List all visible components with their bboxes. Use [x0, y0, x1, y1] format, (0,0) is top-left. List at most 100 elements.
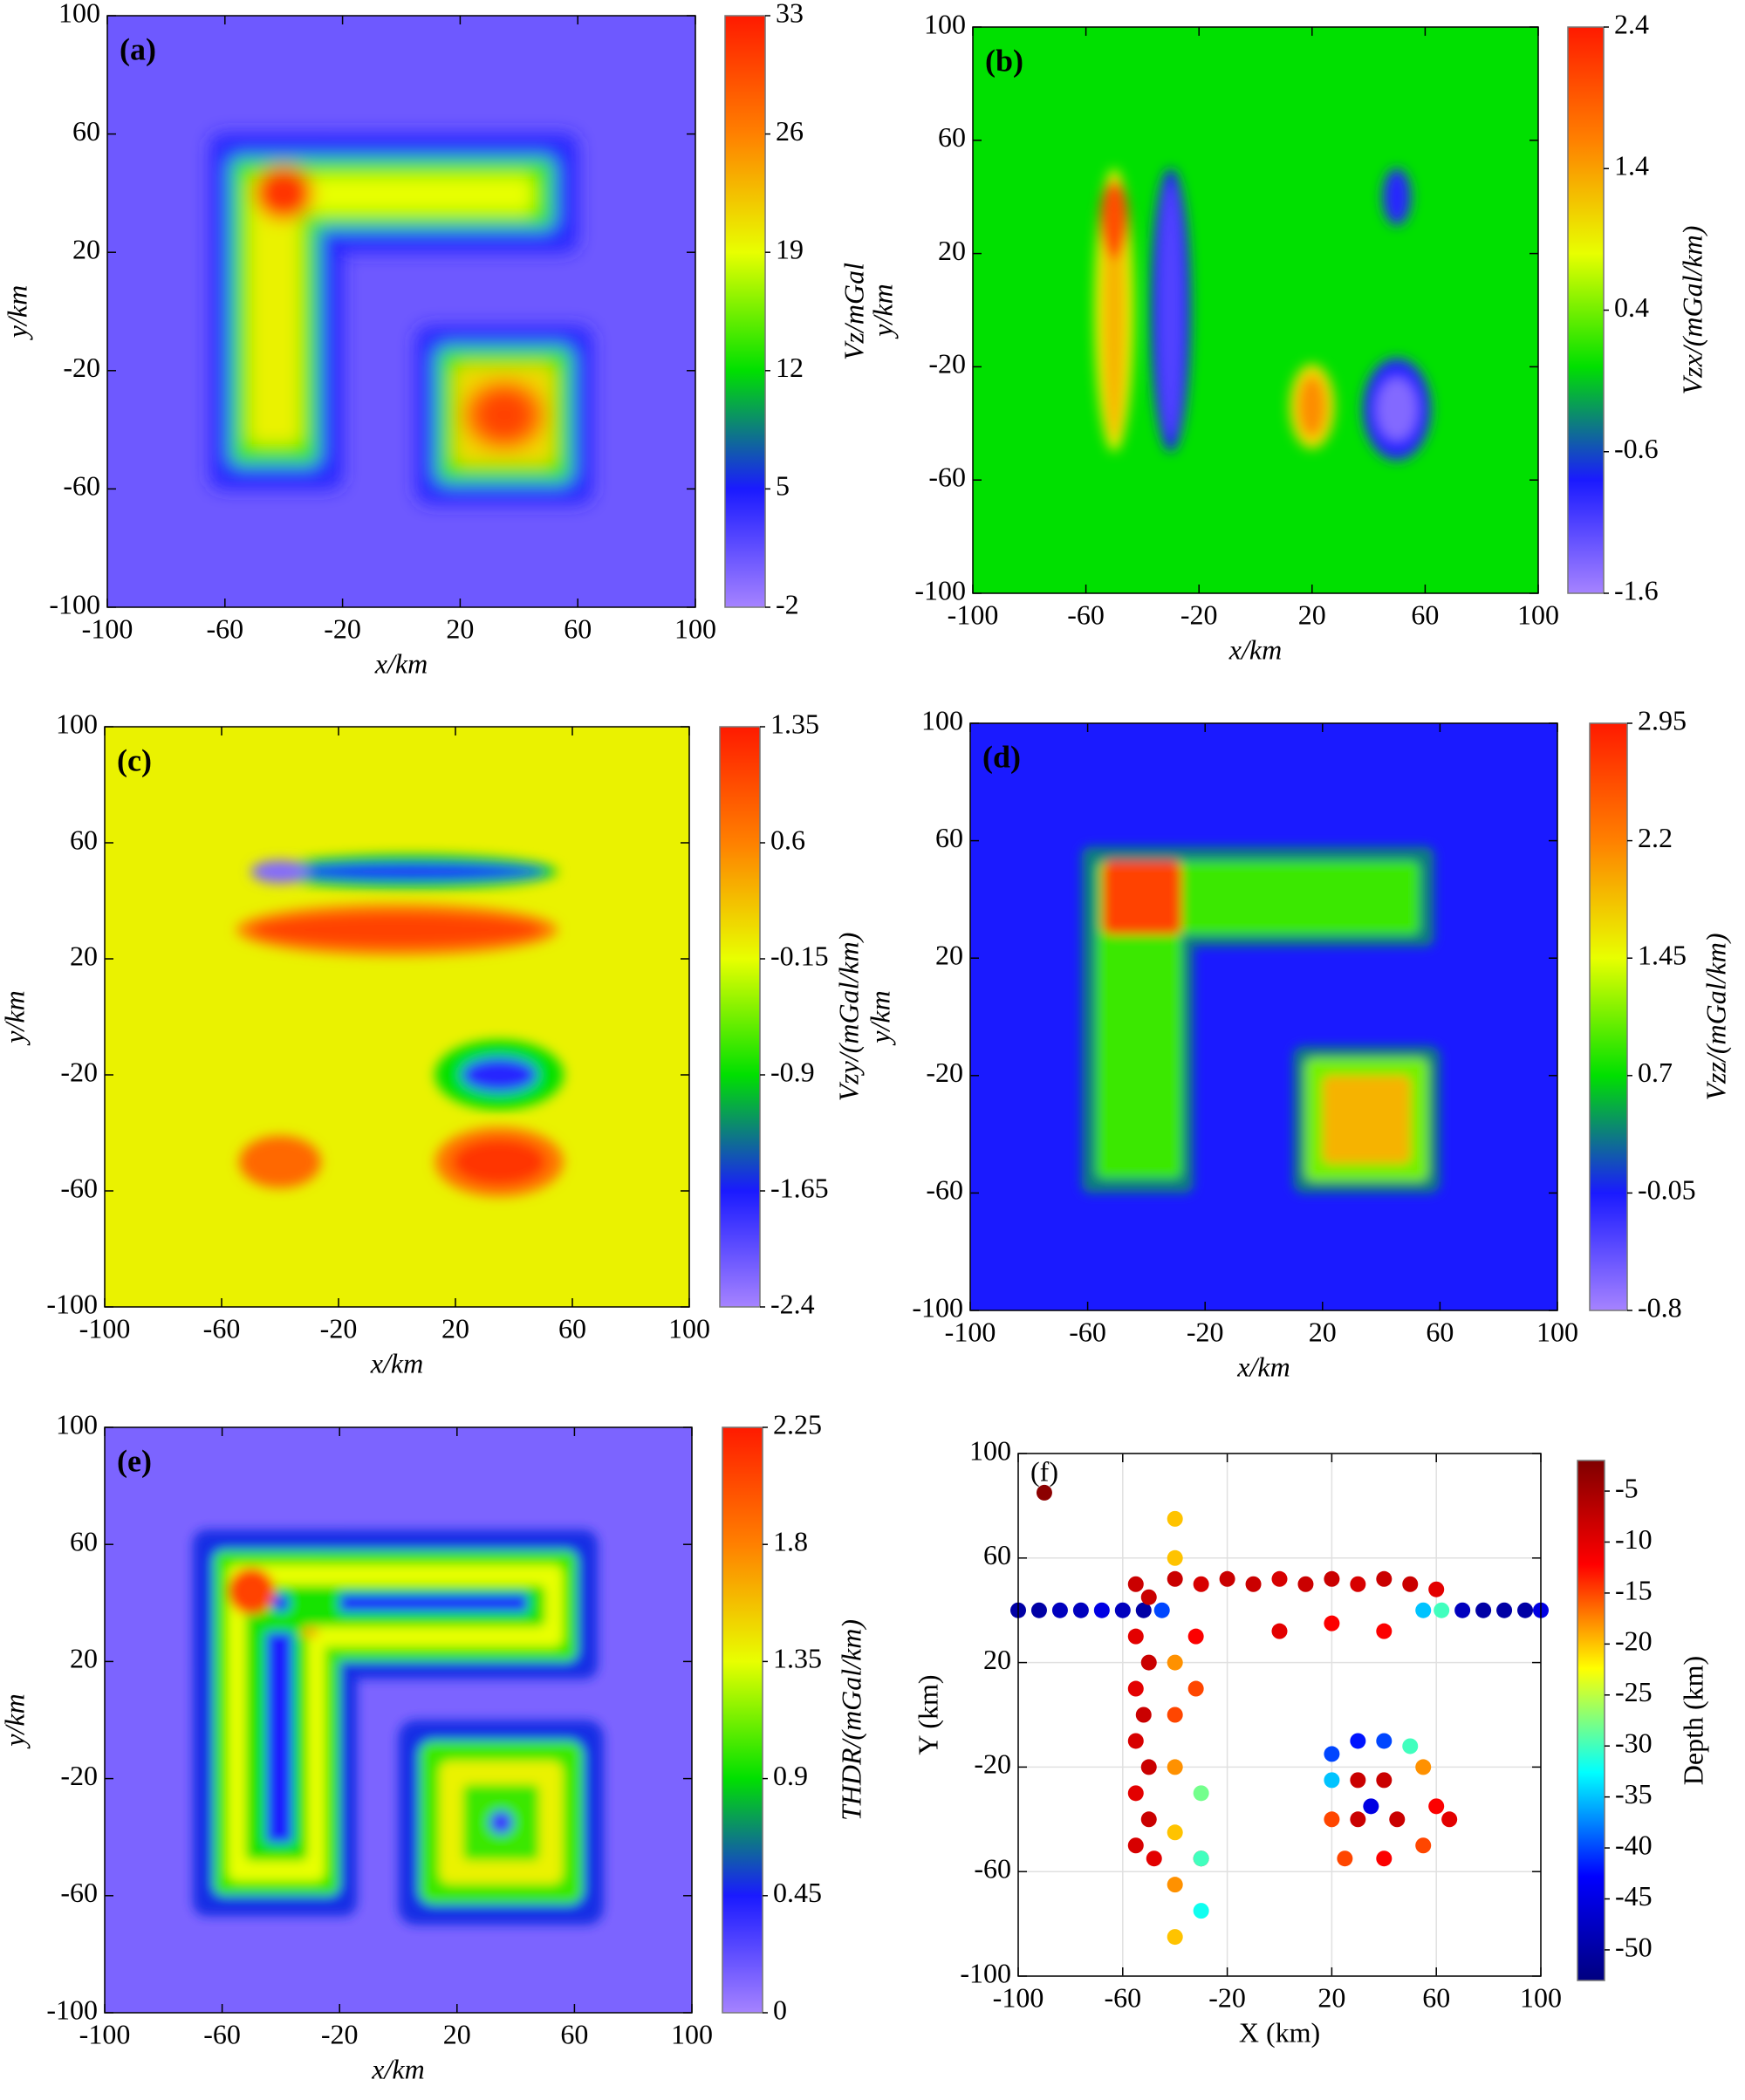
- point: [1051, 1602, 1068, 1618]
- field-patch: [489, 1810, 513, 1835]
- x-tick-label: -60: [1104, 1981, 1141, 2013]
- point: [1193, 1903, 1209, 1919]
- x-tick-label: 100: [674, 612, 716, 644]
- colorbar-tick-label: 2.4: [1614, 8, 1649, 39]
- y-tick-label: 20: [70, 940, 98, 971]
- colorbar: [1589, 722, 1628, 1311]
- point: [1140, 1811, 1157, 1828]
- point: [1167, 1549, 1183, 1566]
- y-tick-label: 60: [70, 1526, 98, 1557]
- point: [1127, 1628, 1144, 1645]
- field: [192, 1529, 605, 1926]
- field-shapes: [192, 1529, 605, 1926]
- field-patch: [228, 1568, 276, 1615]
- x-axis-label: x/km: [1236, 1351, 1290, 1382]
- x-tick-label: 20: [1309, 1316, 1337, 1347]
- colorbar-tick-label: -0.6: [1614, 433, 1659, 464]
- x-tick-label: 100: [1536, 1316, 1578, 1347]
- colorbar-tick-label: 1.4: [1614, 150, 1649, 181]
- y-tick-label: -60: [60, 1172, 98, 1203]
- y-tick-label: -20: [63, 352, 100, 383]
- plot-frame: [106, 15, 696, 608]
- y-tick-label: 100: [924, 8, 966, 39]
- x-tick-label: -60: [203, 2018, 241, 2049]
- x-axis-label: X (km): [1239, 2016, 1320, 2048]
- x-tick-label: -20: [321, 2018, 359, 2049]
- field: [209, 133, 593, 504]
- y-tick-label: -60: [63, 470, 100, 502]
- colorbar-tick-label: 2.2: [1638, 822, 1673, 853]
- x-tick-label: 20: [441, 1312, 469, 1344]
- point: [1245, 1576, 1262, 1592]
- x-tick-label: -100: [945, 1316, 996, 1347]
- field-patch: [1159, 182, 1182, 438]
- colorbar-tick-label: -5: [1615, 1472, 1639, 1503]
- field: [1081, 846, 1440, 1194]
- colorbar-tick-label: -2: [776, 588, 799, 619]
- point: [1402, 1738, 1419, 1755]
- y-tick-label: -100: [960, 1957, 1011, 1988]
- x-tick-label: 100: [1520, 1981, 1562, 2013]
- plot-frame: [1017, 1453, 1542, 1977]
- point: [1415, 1759, 1432, 1775]
- field: [1094, 168, 1431, 461]
- colorbar-label: Depth (km): [1677, 1656, 1708, 1785]
- x-tick-label: -20: [1187, 1316, 1224, 1347]
- colorbar-label: THDR/(mGal/km): [835, 1619, 866, 1821]
- point: [1496, 1602, 1513, 1618]
- plot-background: [1018, 1454, 1541, 1976]
- colorbar-tick-label: -25: [1615, 1676, 1653, 1707]
- colorbar-tick-label: -15: [1615, 1574, 1653, 1605]
- plot-background: [973, 27, 1538, 593]
- colorbar-label: Vzy/(mGal/km): [832, 933, 864, 1102]
- point: [1127, 1576, 1144, 1592]
- y-tick-label: 20: [72, 234, 100, 265]
- field-shapes: [209, 133, 593, 504]
- x-tick-label: 60: [1426, 1316, 1454, 1347]
- point: [1517, 1602, 1534, 1618]
- field-patch: [301, 1626, 319, 1638]
- field-patch: [239, 1135, 321, 1188]
- field-patch: [277, 863, 546, 881]
- y-tick-label: 100: [56, 708, 98, 739]
- y-tick-label: -100: [46, 1994, 98, 2025]
- point: [1140, 1589, 1157, 1605]
- colorbar-tick-label: 12: [776, 352, 804, 383]
- x-tick-label: -100: [79, 1312, 131, 1344]
- colorbar-tick-label: -2.4: [770, 1288, 815, 1319]
- y-tick-label: -100: [914, 574, 966, 605]
- colorbar: [1577, 1460, 1605, 1981]
- point: [1350, 1772, 1366, 1789]
- y-tick-label: -60: [926, 1174, 963, 1206]
- point: [1167, 1824, 1183, 1841]
- y-tick-label: -60: [928, 462, 966, 493]
- colorbar-tick-label: -10: [1615, 1523, 1653, 1555]
- colorbar-tick-label: 0: [773, 1994, 787, 2025]
- point: [1297, 1576, 1314, 1592]
- x-tick-label: -60: [203, 1312, 241, 1344]
- point: [1193, 1785, 1209, 1802]
- x-tick-label: -100: [82, 612, 133, 644]
- colorbar-tick-label: 1.35: [773, 1643, 822, 1674]
- field-patch: [461, 1057, 537, 1092]
- panel: -100 -60 -20 20 60 100 -100 -60 -20 20 60 100 (d) x/k…: [864, 704, 1731, 1382]
- panel-label: (b): [985, 43, 1023, 78]
- x-tick-label: -60: [206, 612, 243, 644]
- plot-background: [107, 16, 695, 607]
- field-patch: [1096, 861, 1182, 1179]
- point: [1350, 1733, 1366, 1749]
- field-patch: [1322, 1075, 1411, 1164]
- field-patch: [254, 166, 313, 220]
- panel-label: (e): [117, 1443, 152, 1478]
- colorbar-tick-label: 0.7: [1638, 1057, 1673, 1088]
- x-tick-label: -20: [320, 1312, 358, 1344]
- x-tick-label: 20: [446, 612, 474, 644]
- point: [1389, 1811, 1406, 1828]
- point: [1167, 1707, 1183, 1723]
- panel-label: (d): [982, 739, 1021, 774]
- point: [1337, 1850, 1353, 1867]
- x-tick-label: -60: [1067, 599, 1105, 630]
- point: [1376, 1850, 1393, 1867]
- colorbar-tick-label: -40: [1615, 1829, 1653, 1860]
- plot-frame: [972, 26, 1539, 594]
